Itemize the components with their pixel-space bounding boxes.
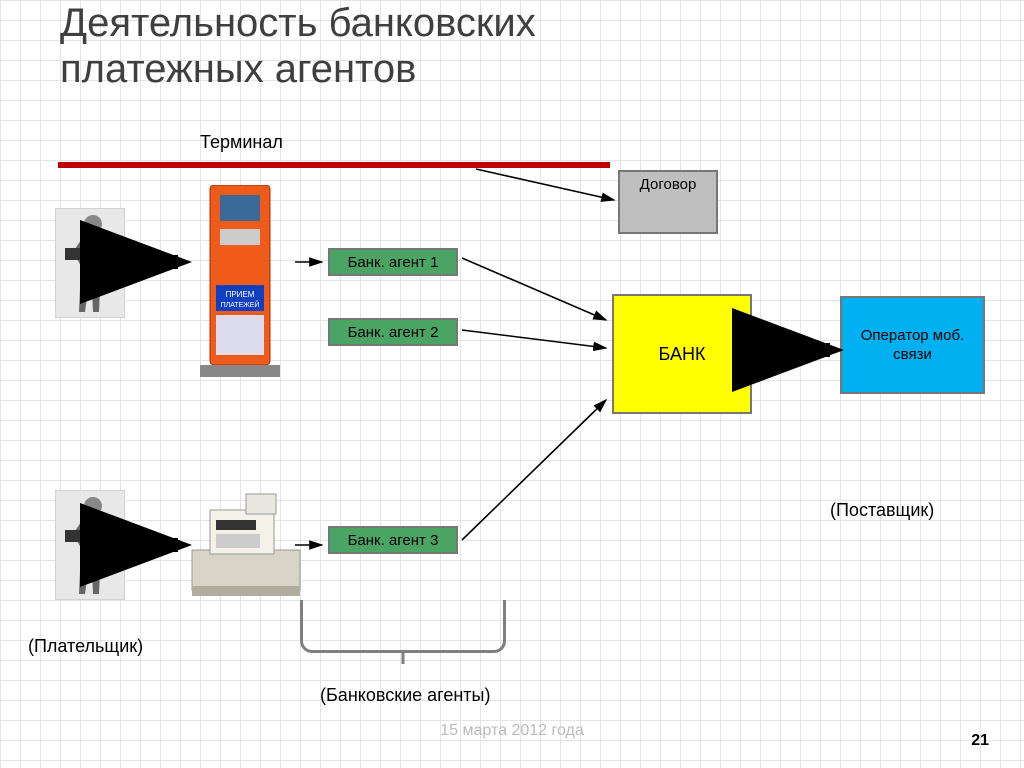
terminal-icon: ПРИЕМ ПЛАТЕЖЕЙ [190, 185, 290, 385]
payer-icon-1 [55, 208, 125, 318]
title-line-2: платежных агентов [60, 47, 416, 91]
agent-3-box: Банк. агент 3 [328, 526, 458, 554]
title-line-1: Деятельность банковских [60, 1, 536, 45]
slide-title: Деятельность банковских платежных агенто… [60, 0, 536, 92]
cash-register-icon [186, 490, 306, 600]
contract-box: Договор [618, 170, 718, 234]
operator-label: Оператор моб. связи [842, 326, 983, 365]
terminal-label: Терминал [200, 132, 283, 153]
operator-box: Оператор моб. связи [840, 296, 985, 394]
bank-agents-label: (Банковские агенты) [320, 685, 490, 706]
contract-label: Договор [640, 176, 697, 193]
red-underline [58, 162, 610, 168]
agent-1-label: Банк. агент 1 [348, 254, 439, 271]
agent-2-label: Банк. агент 2 [348, 324, 439, 341]
agent-2-box: Банк. агент 2 [328, 318, 458, 346]
supplier-label: (Поставщик) [830, 500, 934, 521]
bank-box: БАНК [612, 294, 752, 414]
payer-icon-2 [55, 490, 125, 600]
svg-text:ПРИЕМ: ПРИЕМ [226, 290, 255, 299]
page-number: 21 [971, 732, 989, 750]
bank-label: БАНК [659, 344, 706, 365]
payer-label: (Плательщик) [28, 636, 143, 657]
agents-brace [300, 600, 506, 653]
agent-3-label: Банк. агент 3 [348, 532, 439, 549]
svg-text:ПЛАТЕЖЕЙ: ПЛАТЕЖЕЙ [221, 300, 260, 309]
watermark: 15 марта 2012 года [440, 722, 583, 740]
agent-1-box: Банк. агент 1 [328, 248, 458, 276]
